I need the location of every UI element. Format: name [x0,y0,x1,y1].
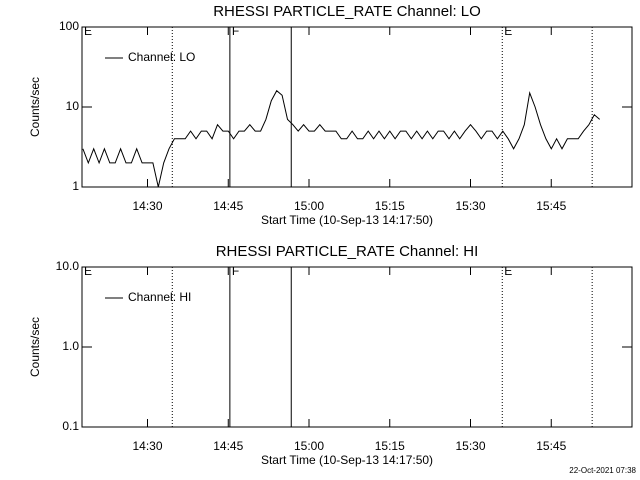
x-tick-label: 15:45 [536,439,566,453]
y-tick-label: 0.1 [62,419,79,433]
annotation: E [84,24,92,38]
x-tick-label: 15:00 [294,199,324,213]
y-tick-label: 10.0 [56,259,80,273]
x-tick-label: 15:15 [375,439,405,453]
x-tick-label: 14:45 [213,199,243,213]
x-tick-label: 15:30 [455,439,485,453]
x-axis-label: Start Time (10-Sep-13 14:17:50) [261,213,433,227]
x-tick-label: 15:45 [536,199,566,213]
x-tick-label: 15:00 [294,439,324,453]
y-tick-label: 10 [66,99,80,113]
annotation: E [504,24,512,38]
x-tick-label: 14:45 [213,439,243,453]
y-axis-label: Counts/sec [28,317,42,377]
y-axis-label: Counts/sec [28,77,42,137]
x-tick-label: 14:30 [132,439,162,453]
y-tick-label: 1.0 [62,339,79,353]
y-tick-label: 1 [72,179,79,193]
annotation: E [504,264,512,278]
data-line [82,89,601,188]
x-axis-label: Start Time (10-Sep-13 14:17:50) [261,453,433,467]
x-tick-label: 15:15 [375,199,405,213]
x-tick-label: 14:30 [132,199,162,213]
chart-title: RHESSI PARTICLE_RATE Channel: LO [213,3,481,20]
annotation: F [232,264,239,278]
annotation: F [232,24,239,38]
legend-label: Channel: HI [128,290,191,304]
annotation: E [84,264,92,278]
legend-label: Channel: LO [128,50,195,64]
y-tick-label: 100 [59,19,79,33]
footer: 22-Oct-2021 07:38 [569,466,636,475]
chart-title: RHESSI PARTICLE_RATE Channel: HI [216,243,479,260]
x-tick-label: 15:30 [455,199,485,213]
